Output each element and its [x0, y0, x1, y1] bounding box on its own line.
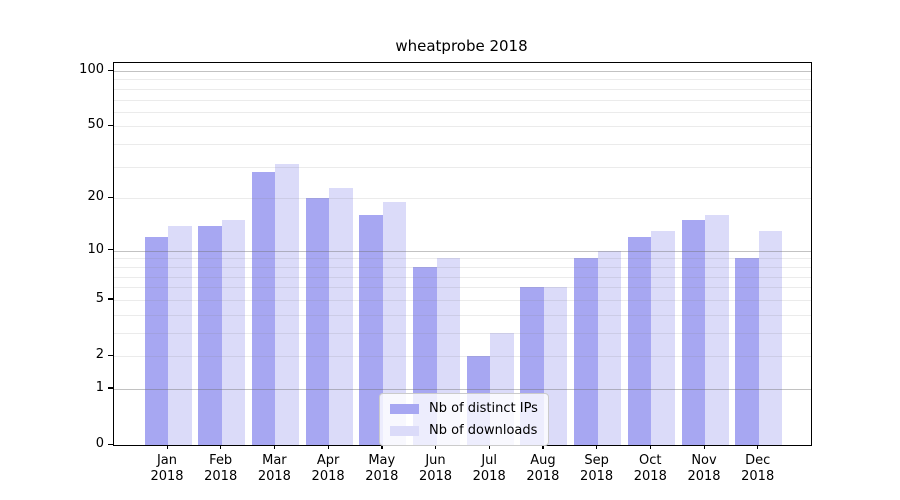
- x-tick-label-nov: Nov 2018: [687, 453, 721, 484]
- legend-item-downloads: Nb of downloads: [390, 423, 538, 438]
- bar-downloads-apr: [329, 187, 353, 445]
- bar-distinct-ips-jan: [144, 237, 168, 445]
- bar-downloads-dec: [758, 231, 783, 445]
- x-tick-label-aug: Aug 2018: [526, 453, 560, 484]
- x-tick-label-jul: Jul 2018: [472, 453, 506, 484]
- bar-downloads-jan: [168, 225, 192, 445]
- x-tick-label-feb: Feb 2018: [204, 453, 238, 484]
- bar-distinct-ips-mar: [251, 172, 276, 445]
- y-tick-label-20: 20: [87, 189, 104, 205]
- x-tick-label-jan: Jan 2018: [150, 453, 184, 484]
- y-tick-label-0: 0: [95, 436, 104, 451]
- bar-downloads-mar: [275, 164, 299, 445]
- y-tick-label-5: 5: [95, 290, 104, 306]
- bar-distinct-ips-apr: [305, 198, 330, 445]
- bar-distinct-ips-oct: [627, 237, 652, 445]
- y-tick-label-50: 50: [87, 117, 104, 133]
- x-tick-label-oct: Oct 2018: [633, 453, 667, 484]
- legend-label-distinct-ips: Nb of distinct IPs: [429, 401, 538, 416]
- legend: Nb of distinct IPs Nb of downloads: [379, 393, 549, 446]
- legend-swatch-distinct-ips: [390, 403, 419, 414]
- bar-distinct-ips-nov: [681, 220, 705, 445]
- bar-downloads-sep: [597, 250, 622, 445]
- x-tick-label-mar: Mar 2018: [257, 453, 291, 484]
- legend-item-distinct-ips: Nb of distinct IPs: [390, 401, 538, 416]
- plot-area: Nb of distinct IPs Nb of downloads: [113, 62, 812, 446]
- x-tick-label-may: May 2018: [365, 453, 399, 484]
- bar-distinct-ips-sep: [574, 258, 598, 445]
- y-tick-label-1: 1: [95, 379, 104, 395]
- bar-downloads-may: [382, 202, 407, 445]
- chart-title: wheatprobe 2018: [395, 37, 528, 55]
- x-tick-label-sep: Sep 2018: [580, 453, 614, 484]
- bar-downloads-feb: [221, 220, 246, 445]
- y-tick-label-100: 100: [79, 62, 104, 77]
- bars-layer: [114, 63, 811, 445]
- y-tick-label-2: 2: [95, 347, 104, 362]
- bar-downloads-oct: [651, 231, 675, 445]
- bar-downloads-nov: [705, 215, 729, 445]
- x-tick-label-jun: Jun 2018: [418, 453, 453, 484]
- x-tick-label-apr: Apr 2018: [311, 453, 345, 484]
- y-tick-label-10: 10: [87, 241, 104, 257]
- x-tick-label-dec: Dec 2018: [741, 453, 775, 484]
- legend-swatch-downloads: [390, 425, 419, 436]
- legend-label-downloads: Nb of downloads: [429, 423, 538, 438]
- bar-distinct-ips-feb: [198, 225, 222, 445]
- bar-distinct-ips-may: [359, 215, 383, 445]
- bar-distinct-ips-dec: [735, 258, 759, 445]
- bar-downloads-aug: [543, 287, 568, 445]
